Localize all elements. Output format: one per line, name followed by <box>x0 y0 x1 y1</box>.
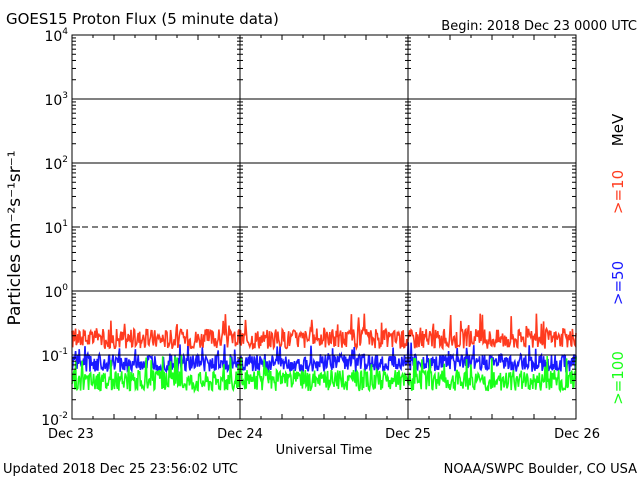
y-axis-ticks: 10-2 10-1 100 101 102 103 104 <box>41 27 576 429</box>
legend: MeV >=10 >=50 >=100 <box>609 113 627 405</box>
chart-title: GOES15 Proton Flux (5 minute data) <box>6 10 279 28</box>
y-tick-label: 10-2 <box>41 411 68 429</box>
series-line <box>71 355 577 394</box>
legend-series-10mev: >=10 <box>609 170 627 214</box>
x-tick-label: Dec 25 <box>385 427 431 442</box>
y-tick-label: 10-1 <box>41 347 68 365</box>
legend-series-100mev: >=100 <box>609 351 627 405</box>
y-axis-label: Particles cm⁻²s⁻¹sr⁻¹ <box>5 150 25 325</box>
x-tick-label: Dec 23 <box>48 427 94 442</box>
series-group <box>71 313 577 394</box>
legend-series-50mev: >=50 <box>609 261 627 305</box>
updated-timestamp: Updated 2018 Dec 25 23:56:02 UTC <box>3 462 238 477</box>
x-tick-label: Dec 26 <box>554 427 600 442</box>
y-tick-label: 100 <box>44 283 68 301</box>
y-tick-label: 103 <box>44 91 68 109</box>
begin-time-label: Begin: 2018 Dec 23 0000 UTC <box>441 19 637 34</box>
day-dividers <box>237 35 411 420</box>
y-tick-label: 104 <box>44 27 68 45</box>
credit-label: NOAA/SWPC Boulder, CO USA <box>444 462 637 477</box>
y-tick-label: 101 <box>44 219 68 237</box>
x-axis-ticks: Dec 23 Dec 24 Dec 25 Dec 26 <box>48 35 600 442</box>
legend-unit: MeV <box>609 113 627 146</box>
x-tick-label: Dec 24 <box>217 427 263 442</box>
y-tick-label: 102 <box>44 155 68 173</box>
gridlines <box>72 98 576 292</box>
series-line <box>71 342 577 375</box>
series-line <box>71 313 577 352</box>
x-axis-label: Universal Time <box>276 443 373 458</box>
